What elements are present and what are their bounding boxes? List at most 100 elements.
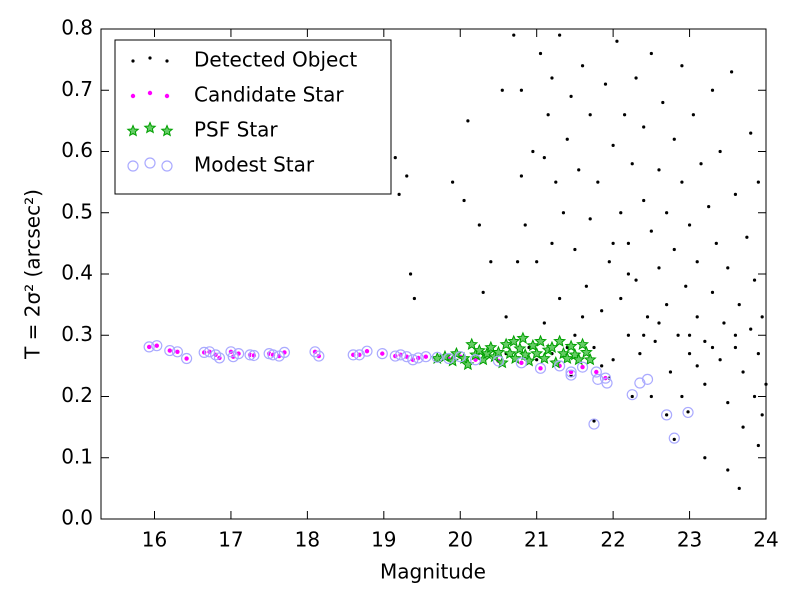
legend-frame xyxy=(114,39,392,195)
point xyxy=(642,125,646,129)
point xyxy=(668,370,673,374)
point xyxy=(558,33,562,37)
point xyxy=(730,70,734,74)
point xyxy=(484,340,498,354)
x-tick-label: 17 xyxy=(218,528,243,552)
point xyxy=(576,337,590,350)
point xyxy=(560,351,574,365)
point xyxy=(676,333,680,337)
point xyxy=(737,486,741,490)
point xyxy=(397,192,401,196)
point xyxy=(542,156,546,160)
point xyxy=(466,119,470,123)
x-axis-label: Magnitude xyxy=(380,560,486,584)
point xyxy=(164,344,176,357)
point xyxy=(363,348,370,355)
point xyxy=(408,272,413,276)
legend-marker xyxy=(160,124,174,137)
point xyxy=(626,333,631,337)
point xyxy=(553,334,567,347)
point xyxy=(661,409,673,421)
point xyxy=(513,341,527,355)
point xyxy=(756,180,760,184)
point xyxy=(630,162,634,166)
point xyxy=(592,345,596,350)
point xyxy=(580,64,585,68)
legend-marker xyxy=(165,59,169,63)
point xyxy=(645,315,650,319)
point xyxy=(642,333,646,337)
point xyxy=(733,333,738,337)
legend-marker xyxy=(129,93,136,100)
point xyxy=(611,358,615,362)
point xyxy=(379,350,386,357)
point xyxy=(153,342,160,349)
point xyxy=(695,315,699,319)
point xyxy=(213,352,226,364)
point xyxy=(601,377,613,389)
legend-marker xyxy=(163,93,170,100)
point xyxy=(611,241,615,245)
point xyxy=(526,338,540,352)
point xyxy=(588,113,592,117)
point xyxy=(183,355,190,362)
point xyxy=(554,180,558,184)
y-tick-label: 0.7 xyxy=(61,77,93,101)
point xyxy=(579,345,593,358)
point xyxy=(672,437,676,441)
point xyxy=(599,372,612,384)
point xyxy=(278,346,291,358)
point xyxy=(462,198,466,203)
y-tick-label: 0.1 xyxy=(61,444,93,468)
point xyxy=(146,343,153,350)
point xyxy=(546,113,550,117)
point xyxy=(684,284,688,288)
plot-area xyxy=(143,33,768,490)
point xyxy=(420,351,432,363)
point xyxy=(489,260,493,264)
point xyxy=(665,413,669,417)
point xyxy=(516,331,530,344)
point xyxy=(634,76,638,80)
point xyxy=(407,354,419,366)
legend-marker xyxy=(143,121,157,134)
point xyxy=(518,359,525,366)
point xyxy=(451,180,455,184)
point xyxy=(537,351,551,365)
point xyxy=(722,321,726,325)
point xyxy=(657,168,661,172)
x-tick-label: 23 xyxy=(677,528,702,552)
point xyxy=(530,346,544,360)
point xyxy=(210,349,222,361)
point xyxy=(579,364,586,371)
point xyxy=(703,456,707,460)
point xyxy=(695,364,699,368)
point xyxy=(519,174,524,178)
point xyxy=(710,88,715,92)
y-tick-label: 0.2 xyxy=(61,383,93,407)
y-axis-label: T = 2σ² (arcsec²) xyxy=(21,189,45,360)
point xyxy=(492,355,505,367)
point xyxy=(395,349,407,361)
point xyxy=(714,241,718,245)
point xyxy=(500,88,504,92)
y-tick-label: 0.6 xyxy=(61,138,93,162)
point xyxy=(412,296,416,301)
x-tick-label: 20 xyxy=(448,528,473,552)
point xyxy=(267,349,279,361)
point xyxy=(686,410,690,414)
point xyxy=(641,373,654,385)
y-tick-label: 0.3 xyxy=(61,322,93,346)
point xyxy=(592,373,604,385)
x-tick-label: 16 xyxy=(142,528,167,552)
point xyxy=(596,180,600,184)
point xyxy=(607,260,611,264)
point xyxy=(573,247,577,252)
point xyxy=(657,266,661,270)
point xyxy=(508,351,522,365)
legend-marker xyxy=(126,124,140,137)
legend-marker xyxy=(161,160,173,172)
point xyxy=(745,235,749,239)
point xyxy=(680,180,684,184)
point xyxy=(313,350,325,362)
